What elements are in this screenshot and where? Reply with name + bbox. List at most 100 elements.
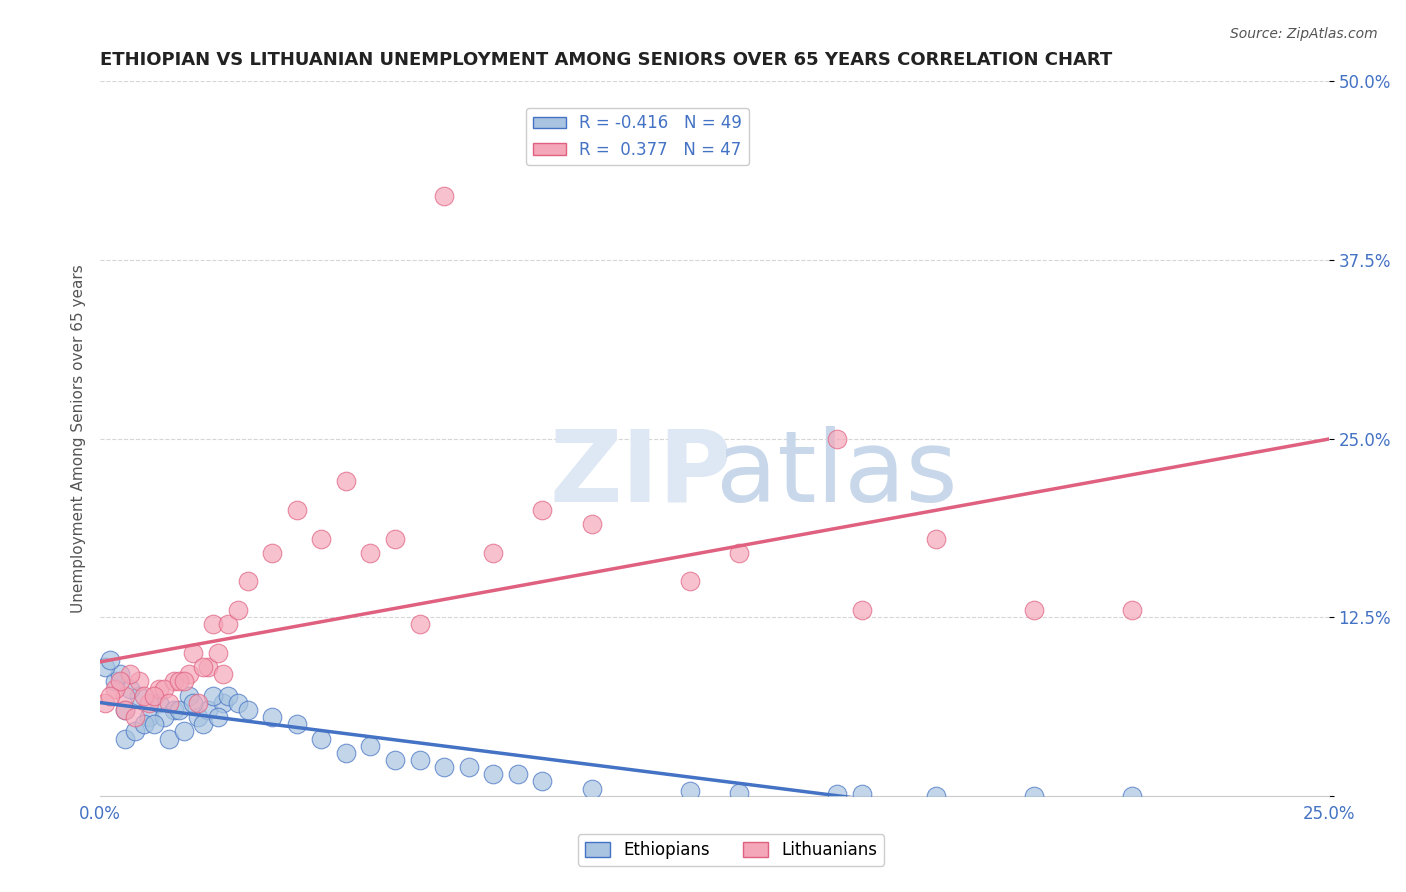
Point xyxy=(163,674,186,689)
Point xyxy=(153,681,176,696)
Point xyxy=(433,760,456,774)
Point xyxy=(183,696,205,710)
Point xyxy=(193,717,215,731)
Point xyxy=(335,746,357,760)
Point xyxy=(197,703,219,717)
Point xyxy=(359,739,381,753)
Point xyxy=(285,717,308,731)
Point xyxy=(173,724,195,739)
Point xyxy=(173,674,195,689)
Point xyxy=(408,753,430,767)
Point xyxy=(114,703,136,717)
Point xyxy=(128,674,150,689)
Point xyxy=(118,667,141,681)
Point xyxy=(202,689,225,703)
Point xyxy=(851,788,873,802)
Point xyxy=(138,710,160,724)
Point xyxy=(148,681,170,696)
Point xyxy=(1022,789,1045,803)
Legend: R = -0.416   N = 49, R =  0.377   N = 47: R = -0.416 N = 49, R = 0.377 N = 47 xyxy=(526,108,749,165)
Point xyxy=(114,731,136,746)
Point xyxy=(212,696,235,710)
Point xyxy=(104,674,127,689)
Point xyxy=(825,788,848,802)
Point xyxy=(163,703,186,717)
Point xyxy=(114,689,136,703)
Point xyxy=(359,546,381,560)
Point xyxy=(167,674,190,689)
Point xyxy=(226,696,249,710)
Point xyxy=(226,603,249,617)
Point xyxy=(924,789,946,803)
Point xyxy=(202,617,225,632)
Point xyxy=(177,689,200,703)
Point xyxy=(124,724,146,739)
Point xyxy=(1121,789,1143,803)
Point xyxy=(335,475,357,489)
Point xyxy=(108,674,131,689)
Point xyxy=(134,689,156,703)
Point xyxy=(728,546,751,560)
Point xyxy=(309,532,332,546)
Point xyxy=(157,731,180,746)
Point xyxy=(1022,603,1045,617)
Point xyxy=(309,731,332,746)
Point xyxy=(217,689,239,703)
Text: ZIP: ZIP xyxy=(550,425,733,523)
Point xyxy=(1121,603,1143,617)
Point xyxy=(94,660,117,674)
Point xyxy=(193,660,215,674)
Point xyxy=(679,784,702,798)
Point xyxy=(506,767,529,781)
Point xyxy=(531,503,554,517)
Point xyxy=(114,703,136,717)
Point xyxy=(408,617,430,632)
Point xyxy=(134,717,156,731)
Legend: Ethiopians, Lithuanians: Ethiopians, Lithuanians xyxy=(578,835,884,866)
Point xyxy=(104,681,127,696)
Text: Source: ZipAtlas.com: Source: ZipAtlas.com xyxy=(1230,27,1378,41)
Point xyxy=(143,717,166,731)
Point xyxy=(143,689,166,703)
Point xyxy=(124,710,146,724)
Point xyxy=(128,689,150,703)
Point xyxy=(728,786,751,800)
Text: atlas: atlas xyxy=(717,425,957,523)
Point xyxy=(94,696,117,710)
Point xyxy=(212,667,235,681)
Point xyxy=(98,689,121,703)
Point xyxy=(108,667,131,681)
Point xyxy=(433,188,456,202)
Point xyxy=(197,660,219,674)
Point xyxy=(187,710,209,724)
Point xyxy=(262,710,284,724)
Point xyxy=(236,703,259,717)
Point xyxy=(581,781,603,796)
Point xyxy=(581,517,603,532)
Point xyxy=(384,532,406,546)
Y-axis label: Unemployment Among Seniors over 65 years: Unemployment Among Seniors over 65 years xyxy=(72,264,86,613)
Point xyxy=(482,767,505,781)
Point xyxy=(285,503,308,517)
Point xyxy=(457,760,479,774)
Point xyxy=(167,703,190,717)
Point xyxy=(236,574,259,589)
Point xyxy=(138,696,160,710)
Text: ETHIOPIAN VS LITHUANIAN UNEMPLOYMENT AMONG SENIORS OVER 65 YEARS CORRELATION CHA: ETHIOPIAN VS LITHUANIAN UNEMPLOYMENT AMO… xyxy=(100,51,1112,69)
Point xyxy=(851,603,873,617)
Point xyxy=(207,710,229,724)
Point xyxy=(207,646,229,660)
Point xyxy=(825,432,848,446)
Point xyxy=(262,546,284,560)
Point xyxy=(384,753,406,767)
Point xyxy=(177,667,200,681)
Point xyxy=(98,653,121,667)
Point xyxy=(217,617,239,632)
Point xyxy=(157,696,180,710)
Point xyxy=(531,774,554,789)
Point xyxy=(482,546,505,560)
Point xyxy=(187,696,209,710)
Point xyxy=(183,646,205,660)
Point xyxy=(679,574,702,589)
Point xyxy=(153,710,176,724)
